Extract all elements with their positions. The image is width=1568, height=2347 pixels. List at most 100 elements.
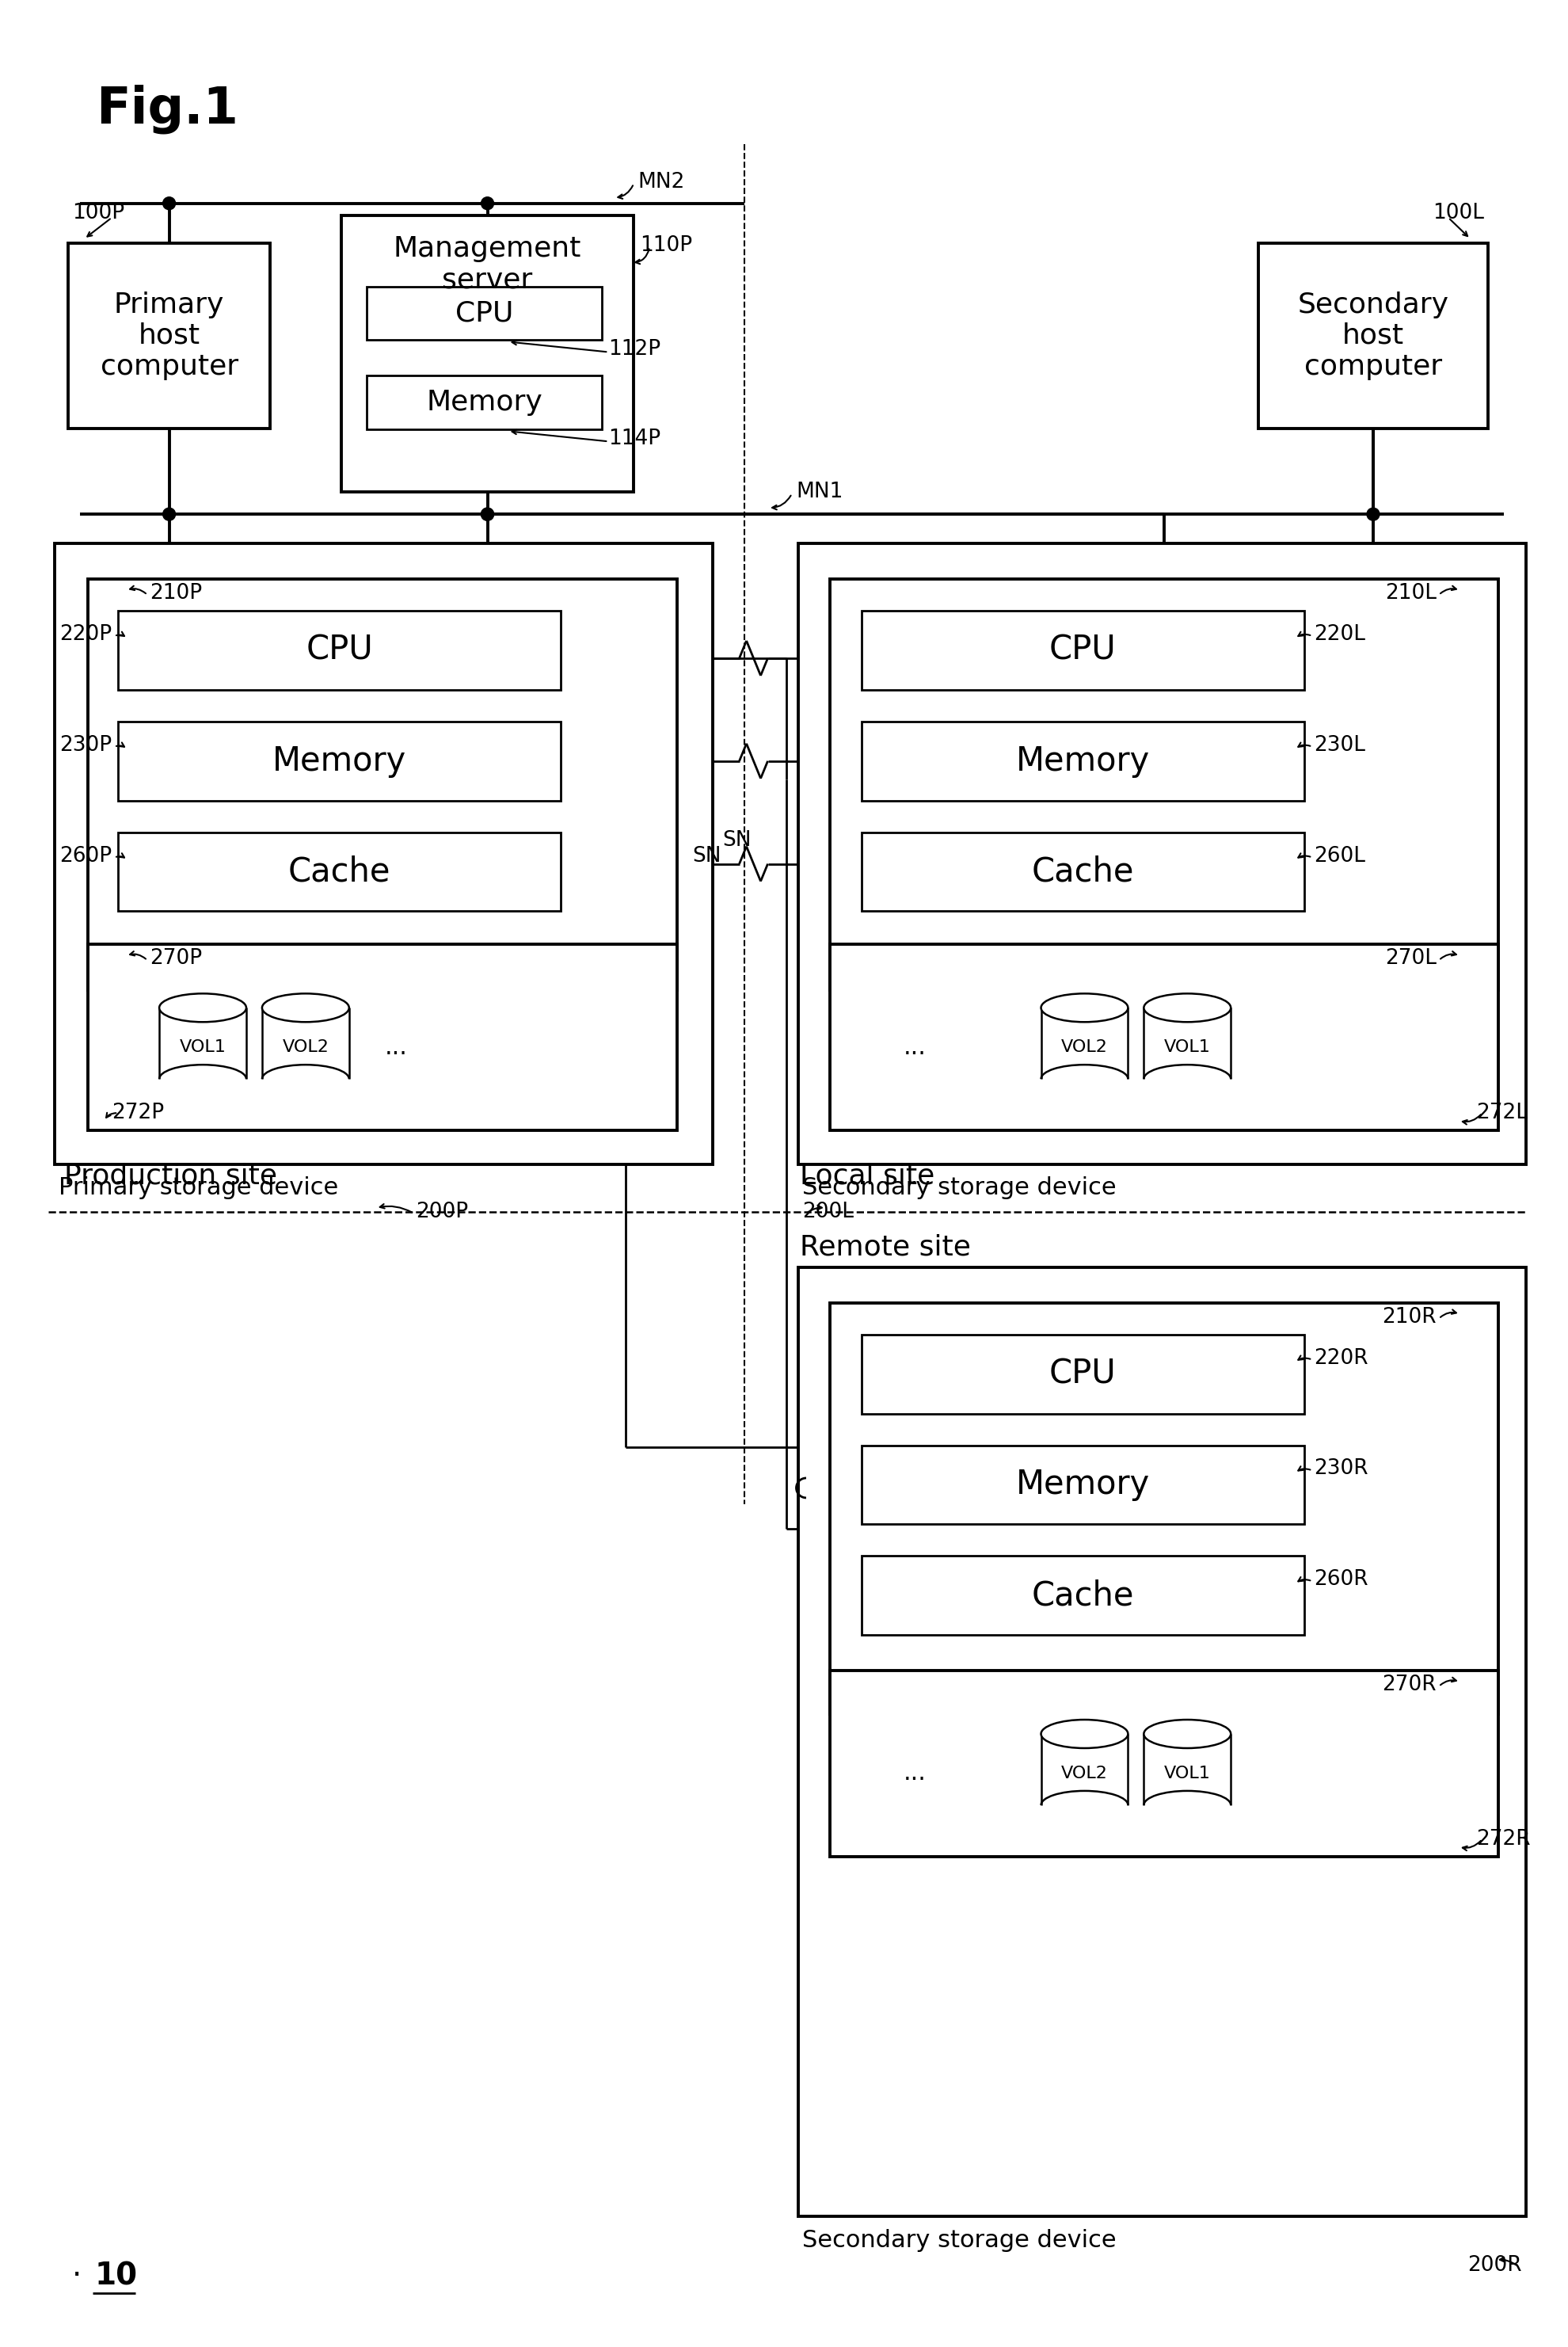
Bar xyxy=(1143,1007,1231,1080)
Text: Primary storage device: Primary storage device xyxy=(60,1176,339,1199)
Text: 100P: 100P xyxy=(72,202,124,223)
Text: SN: SN xyxy=(691,845,721,866)
Text: 200R: 200R xyxy=(1468,2255,1523,2277)
Circle shape xyxy=(481,507,494,521)
Bar xyxy=(1143,1734,1231,1805)
Bar xyxy=(118,833,561,911)
Text: 210L: 210L xyxy=(1385,582,1436,603)
Bar xyxy=(861,1446,1305,1523)
Text: VOL2: VOL2 xyxy=(282,1040,329,1056)
Bar xyxy=(367,286,602,340)
Text: Secondary storage device: Secondary storage device xyxy=(803,2230,1116,2251)
Bar xyxy=(342,216,633,493)
Bar xyxy=(829,1671,1497,1856)
Text: 260R: 260R xyxy=(1314,1570,1369,1589)
Bar xyxy=(861,610,1305,690)
Text: VOL2: VOL2 xyxy=(1062,1040,1109,1056)
Text: 220R: 220R xyxy=(1314,1347,1369,1368)
Text: Cache: Cache xyxy=(289,854,390,890)
Text: 10: 10 xyxy=(94,2260,138,2291)
Text: VOL1: VOL1 xyxy=(179,1040,226,1056)
Bar xyxy=(1259,242,1488,430)
Text: 272L: 272L xyxy=(1475,1103,1527,1124)
Circle shape xyxy=(163,197,176,209)
Text: MN2: MN2 xyxy=(638,171,685,192)
Ellipse shape xyxy=(1143,1720,1231,1749)
Text: Secondary
host
computer: Secondary host computer xyxy=(1298,291,1449,380)
Text: CPU: CPU xyxy=(1049,634,1116,667)
Text: ...: ... xyxy=(903,1035,927,1058)
Text: Memory: Memory xyxy=(426,390,543,415)
Bar xyxy=(798,1267,1526,2216)
Text: 260P: 260P xyxy=(60,845,111,866)
Text: Memory: Memory xyxy=(1016,1469,1149,1502)
Text: Cache: Cache xyxy=(1032,1580,1134,1612)
Bar xyxy=(88,943,677,1131)
Text: CPU: CPU xyxy=(306,634,373,667)
Ellipse shape xyxy=(262,993,350,1021)
Bar xyxy=(262,1007,350,1080)
Text: 220P: 220P xyxy=(60,624,111,645)
Text: 210R: 210R xyxy=(1381,1307,1436,1328)
Text: 112P: 112P xyxy=(608,340,660,359)
Bar xyxy=(861,1556,1305,1636)
Bar xyxy=(861,721,1305,800)
Circle shape xyxy=(481,197,494,209)
Circle shape xyxy=(481,507,494,521)
Text: Memory: Memory xyxy=(273,744,406,777)
Text: CPU: CPU xyxy=(455,300,513,326)
Ellipse shape xyxy=(160,993,246,1021)
Circle shape xyxy=(163,507,176,521)
Text: 100L: 100L xyxy=(1433,202,1483,223)
Text: Fig.1: Fig.1 xyxy=(96,84,238,134)
Text: 230R: 230R xyxy=(1314,1457,1369,1479)
Bar xyxy=(69,242,270,430)
Ellipse shape xyxy=(1143,993,1231,1021)
Ellipse shape xyxy=(1041,993,1127,1021)
Text: 272R: 272R xyxy=(1475,1828,1530,1849)
Bar xyxy=(829,1303,1497,1713)
Circle shape xyxy=(1367,507,1380,521)
Text: 230P: 230P xyxy=(60,735,111,756)
Bar xyxy=(118,610,561,690)
Text: 210P: 210P xyxy=(151,582,202,603)
Text: MN1: MN1 xyxy=(797,481,844,502)
Bar xyxy=(1041,1007,1127,1080)
Bar xyxy=(160,1007,246,1080)
Text: Remote site: Remote site xyxy=(800,1235,971,1260)
Bar xyxy=(55,545,713,1164)
Text: ·: · xyxy=(72,2260,82,2291)
Text: 270L: 270L xyxy=(1385,948,1436,969)
Text: 270R: 270R xyxy=(1381,1673,1436,1695)
Bar xyxy=(1041,1734,1127,1805)
Text: Primary
host
computer: Primary host computer xyxy=(100,291,238,380)
Text: 220L: 220L xyxy=(1314,624,1366,645)
Ellipse shape xyxy=(1041,1720,1127,1749)
Text: Production site: Production site xyxy=(64,1162,278,1190)
Bar xyxy=(861,833,1305,911)
Bar xyxy=(829,580,1497,990)
Text: 260L: 260L xyxy=(1314,845,1366,866)
Text: Local site: Local site xyxy=(800,1162,935,1190)
Bar xyxy=(88,580,677,990)
Bar xyxy=(798,545,1526,1164)
Bar xyxy=(118,721,561,800)
Text: VOL2: VOL2 xyxy=(1062,1765,1109,1781)
Text: VOL1: VOL1 xyxy=(1163,1765,1210,1781)
Text: 200P: 200P xyxy=(416,1202,467,1223)
Text: ...: ... xyxy=(386,1035,408,1058)
Text: Cache: Cache xyxy=(1032,854,1134,890)
Text: Secondary storage device: Secondary storage device xyxy=(803,1176,1116,1199)
Text: 200L: 200L xyxy=(803,1202,853,1223)
Bar xyxy=(829,943,1497,1131)
Text: 230L: 230L xyxy=(1314,735,1366,756)
Bar xyxy=(367,376,602,430)
Text: CPU: CPU xyxy=(1049,1357,1116,1392)
Text: 110P: 110P xyxy=(640,235,693,256)
Text: ...: ... xyxy=(903,1763,927,1786)
Text: Memory: Memory xyxy=(1016,744,1149,777)
Text: 272P: 272P xyxy=(111,1103,165,1124)
Text: SN: SN xyxy=(723,831,751,850)
Text: 114P: 114P xyxy=(608,430,660,448)
Text: VOL1: VOL1 xyxy=(1163,1040,1210,1056)
